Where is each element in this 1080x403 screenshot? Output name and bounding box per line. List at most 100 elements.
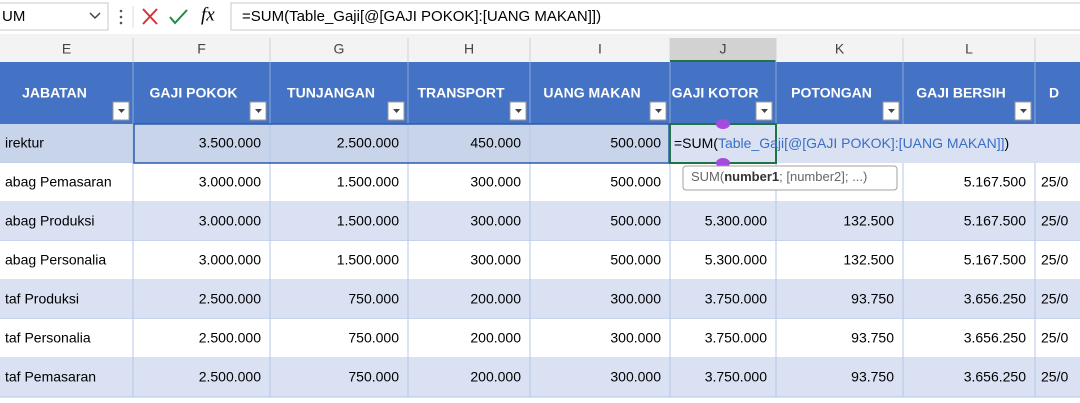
table-header-bg (0, 62, 1080, 124)
cell-number[interactable]: 3.656.250 (964, 330, 1026, 346)
cell-text[interactable]: taf Pemasaran (5, 369, 96, 385)
tooltip-part: ; [number2]; ...) (779, 169, 867, 184)
filter-arrow (655, 109, 662, 113)
more-icon (119, 9, 123, 25)
cell-number[interactable]: 500.000 (610, 135, 661, 151)
cell-number[interactable]: 300.000 (610, 369, 661, 385)
filter-arrow (255, 109, 262, 113)
cell-number[interactable]: 500.000 (610, 252, 661, 268)
cell-number[interactable]: 3.750.000 (705, 369, 767, 385)
filter-arrow (118, 109, 125, 113)
cell-number[interactable]: 200.000 (470, 369, 521, 385)
filter-arrow (888, 109, 895, 113)
cell-number[interactable]: 2.500.000 (199, 369, 261, 385)
cell-text[interactable]: abag Personalia (5, 252, 106, 268)
cell-number[interactable]: 300.000 (470, 213, 521, 229)
cell-number[interactable]: 750.000 (348, 291, 399, 307)
cell-number[interactable]: 3.656.250 (964, 369, 1026, 385)
column-letter[interactable]: G (334, 41, 345, 57)
cell-number[interactable]: 5.300.000 (705, 252, 767, 268)
cell-number[interactable]: 1.500.000 (337, 174, 399, 190)
cell-number[interactable]: 750.000 (348, 369, 399, 385)
cell-number[interactable]: 300.000 (610, 330, 661, 346)
insert-function-button[interactable]: fx (201, 4, 215, 25)
formula-text: =SUM(Table_Gaji[@[GAJI POKOK]:[UANG MAKA… (242, 8, 601, 25)
cell-number[interactable]: 5.300.000 (705, 213, 767, 229)
range-handle (716, 119, 730, 129)
cell-number[interactable]: 750.000 (348, 330, 399, 346)
formula-input[interactable] (230, 2, 1080, 31)
grid: E F G H I J K L JABATAN GAJI POKOK TUNJANGAN TRANSP… (0, 38, 1080, 398)
row-bg (0, 163, 1080, 202)
cell-number[interactable]: 132.500 (843, 252, 894, 268)
table-header: D (1049, 85, 1059, 101)
column-letter[interactable]: J (720, 41, 727, 57)
formula-part: =SUM( (674, 135, 718, 151)
cell-text[interactable]: 25/0 (1041, 174, 1068, 190)
cell-number[interactable]: 3.000.000 (199, 213, 261, 229)
enter-button[interactable] (169, 9, 188, 25)
cell-number[interactable]: 3.000.000 (199, 174, 261, 190)
table-header: GAJI KOTOR (672, 85, 759, 101)
cell-number[interactable]: 1.500.000 (337, 213, 399, 229)
tooltip-part: SUM( (691, 169, 725, 184)
cell-number[interactable]: 93.750 (851, 330, 894, 346)
column-letter[interactable]: L (965, 41, 973, 57)
cell-text[interactable]: taf Produksi (5, 291, 79, 307)
row-bg (0, 358, 1080, 397)
cell-number[interactable]: 500.000 (610, 174, 661, 190)
cell-number[interactable]: 3.656.250 (964, 291, 1026, 307)
cell-text[interactable]: taf Personalia (5, 330, 91, 346)
cell-text[interactable]: abag Pemasaran (5, 174, 112, 190)
cell-formula[interactable]: =SUM(Table_Gaji[@[GAJI POKOK]:[UANG MAKA… (674, 135, 1009, 151)
cell-number[interactable]: 5.167.500 (964, 252, 1026, 268)
cell-number[interactable]: 200.000 (470, 330, 521, 346)
column-letter[interactable]: H (464, 41, 474, 57)
cell-number[interactable]: 300.000 (610, 291, 661, 307)
cell-number[interactable]: 2.500.000 (199, 330, 261, 346)
cell-number[interactable]: 450.000 (470, 135, 521, 151)
cell-number[interactable]: 200.000 (470, 291, 521, 307)
cell-number[interactable]: 3.000.000 (199, 252, 261, 268)
cell-number[interactable]: 93.750 (851, 369, 894, 385)
cell-number[interactable]: 500.000 (610, 213, 661, 229)
cell-number[interactable]: 5.167.500 (964, 213, 1026, 229)
cell-number[interactable]: 2.500.000 (199, 291, 261, 307)
cell-number[interactable]: 300.000 (470, 252, 521, 268)
cell-text[interactable]: 25/0 (1041, 213, 1068, 229)
function-tooltip (682, 165, 898, 191)
row-bg (0, 241, 1080, 280)
bar-gap (0, 34, 1080, 38)
cancel-button[interactable] (142, 8, 158, 25)
column-letter[interactable]: F (197, 41, 206, 57)
selected-range (0, 124, 670, 163)
filter-arrow (1020, 109, 1027, 113)
name-box-dropdown[interactable] (89, 12, 101, 20)
cell-text[interactable]: abag Produksi (5, 213, 95, 229)
cell-text[interactable]: 25/0 (1041, 252, 1068, 268)
cell-number[interactable]: 93.750 (851, 291, 894, 307)
cell-text[interactable]: 25/0 (1041, 369, 1068, 385)
table-header: UANG MAKAN (543, 85, 640, 101)
cell-text[interactable]: 25/0 (1041, 330, 1068, 346)
column-letter[interactable]: K (835, 41, 845, 57)
cell-number[interactable]: 5.167.500 (964, 174, 1026, 190)
cell-number[interactable]: 3.750.000 (705, 291, 767, 307)
cell-number[interactable]: 1.500.000 (337, 252, 399, 268)
active-column-header (670, 38, 776, 62)
cell-number[interactable]: 3.500.000 (199, 135, 261, 151)
cell-number[interactable]: 3.750.000 (705, 330, 767, 346)
column-letter[interactable]: E (62, 41, 71, 57)
table-header: POTONGAN (791, 85, 872, 101)
column-letter[interactable]: I (598, 41, 602, 57)
filter-arrow (393, 109, 400, 113)
cell-text[interactable]: 25/0 (1041, 291, 1068, 307)
name-box[interactable] (0, 2, 109, 31)
cell-number[interactable]: 2.500.000 (337, 135, 399, 151)
row-bg (0, 280, 1080, 319)
cell-number[interactable]: 300.000 (470, 174, 521, 190)
cell-number[interactable]: 132.500 (843, 213, 894, 229)
cell-text[interactable]: irektur (5, 135, 44, 151)
filter-arrow (515, 109, 522, 113)
